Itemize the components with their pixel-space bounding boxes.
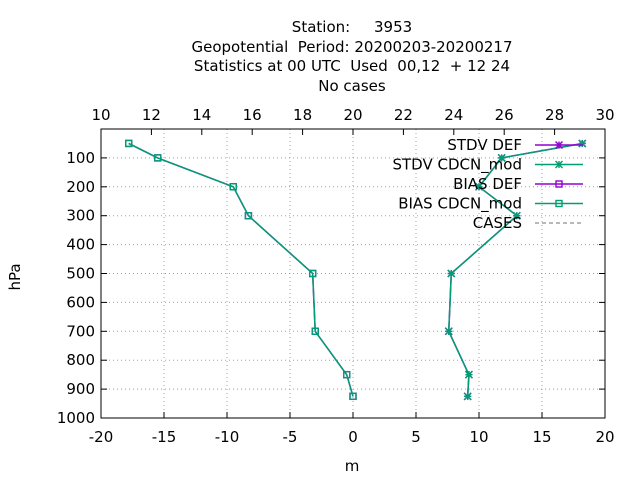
- x2-tick-label: 28: [545, 106, 564, 124]
- x-axis-label: m: [345, 457, 360, 475]
- chart-title: Station: 3953 Geopotential Period: 20200…: [192, 18, 513, 95]
- y-tick-label: 400: [66, 236, 95, 254]
- title-line-2: Geopotential Period: 20200203-20200217: [192, 38, 513, 56]
- x-tick-label: 10: [469, 428, 488, 446]
- series-line: [128, 142, 354, 397]
- star-marker: [497, 153, 506, 162]
- y-tick-label: 600: [66, 293, 95, 311]
- series-3: [125, 139, 357, 401]
- y-tick-label: 900: [66, 380, 95, 398]
- y-tick-label: 300: [66, 207, 95, 225]
- x-tick-label: 0: [348, 428, 358, 446]
- x2-tick-label: 18: [293, 106, 312, 124]
- ticks-layer: -20 -15 -10 -5 0 5 10 15 20 10 12 14 16 18 20 22 24 26 28 3…: [57, 106, 615, 446]
- y-tick-label: 700: [66, 322, 95, 340]
- legend-label: CASES: [473, 214, 522, 232]
- x-tick-label: 20: [595, 428, 614, 446]
- star-marker: [444, 327, 453, 336]
- square-marker: [555, 199, 563, 208]
- star-marker: [475, 182, 483, 191]
- square-marker: [244, 211, 253, 220]
- star-marker: [555, 160, 563, 169]
- star-marker: [578, 139, 587, 148]
- square-marker: [125, 139, 133, 148]
- x-tick-label: 5: [411, 428, 421, 446]
- square-marker: [229, 183, 238, 191]
- legend-label: STDV CDCN_mod: [392, 156, 522, 175]
- legend-label: BIAS DEF: [453, 175, 522, 193]
- x2-tick-label: 26: [495, 106, 514, 124]
- legend-label: STDV DEF: [447, 136, 522, 154]
- y-tick-label: 500: [66, 265, 95, 283]
- x-tick-label: -10: [215, 428, 240, 446]
- series-layer: [125, 139, 587, 401]
- star-marker: [463, 392, 472, 401]
- x-tick-label: -15: [152, 428, 177, 446]
- y-axis-label: hPa: [6, 263, 24, 290]
- y-tick-label: 100: [66, 149, 95, 167]
- legend-label: BIAS CDCN_mod: [398, 195, 522, 214]
- square-marker: [311, 327, 319, 335]
- star-marker: [447, 269, 456, 278]
- x2-tick-label: 16: [243, 106, 262, 124]
- x2-tick-label: 10: [91, 106, 110, 124]
- x2-tick-label: 22: [394, 106, 413, 124]
- x2-tick-label: 20: [343, 106, 362, 124]
- x2-tick-label: 24: [444, 106, 463, 124]
- star-marker: [464, 370, 473, 379]
- square-marker: [153, 154, 162, 162]
- title-line-3: Statistics at 00 UTC Used 00,12 + 12 24: [194, 57, 510, 75]
- x-tick-label: -5: [283, 428, 298, 446]
- star-marker: [512, 211, 521, 220]
- x-tick-label: -20: [89, 428, 114, 446]
- series-line: [128, 142, 354, 397]
- x2-tick-label: 12: [142, 106, 161, 124]
- x2-tick-label: 14: [192, 106, 211, 124]
- title-line-1: Station: 3953: [292, 18, 412, 36]
- series-1: [444, 139, 587, 401]
- square-marker: [308, 269, 317, 278]
- y-tick-label: 200: [66, 178, 95, 196]
- grid-layer: [101, 129, 605, 418]
- title-line-4: No cases: [318, 77, 386, 95]
- series-line: [448, 142, 583, 397]
- square-marker: [555, 180, 563, 188]
- square-marker: [349, 392, 357, 401]
- x2-tick-label: 30: [595, 106, 614, 124]
- square-marker: [343, 370, 351, 379]
- y-tick-label: 800: [66, 351, 95, 369]
- y-tick-label: 1000: [57, 409, 95, 427]
- star-marker: [555, 141, 563, 149]
- x-tick-label: 15: [532, 428, 551, 446]
